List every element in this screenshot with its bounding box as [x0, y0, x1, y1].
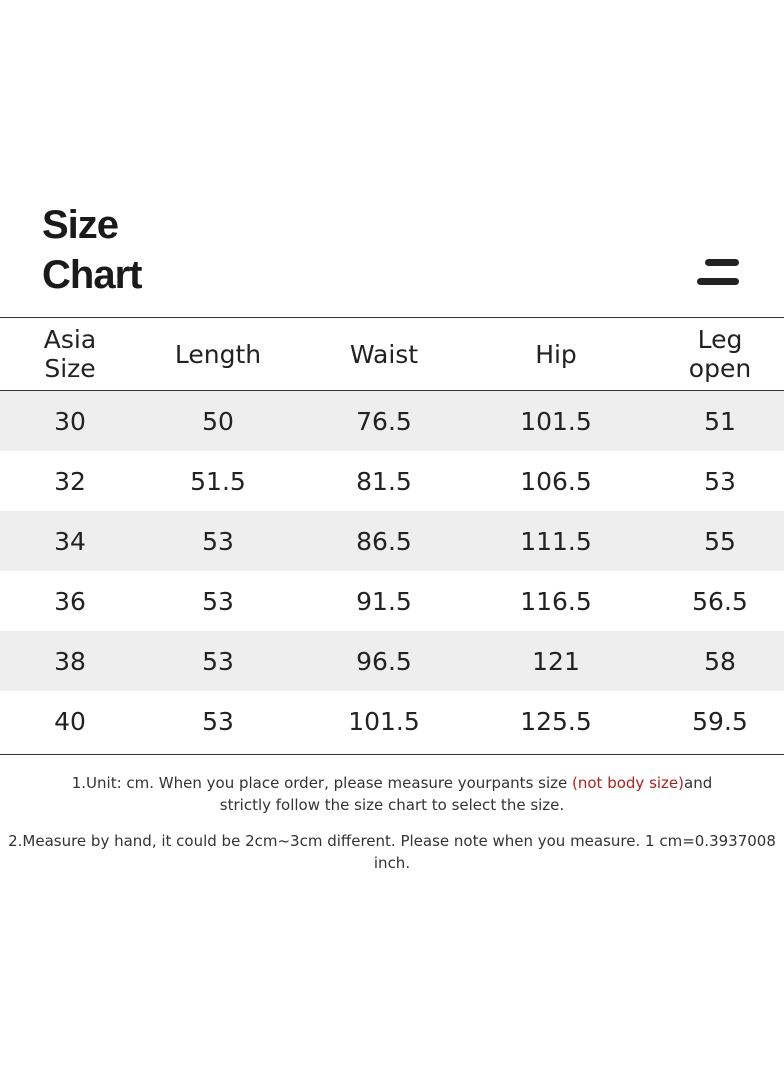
cell-waist: 81.5 — [356, 466, 412, 496]
cell-hip: 111.5 — [520, 526, 592, 556]
cell-length: 50 — [202, 406, 234, 436]
header-waist: Waist — [349, 339, 419, 369]
cell-size: 32 — [54, 466, 86, 496]
table-body: 30 50 76.5 101.5 51 32 51.5 81.5 106.5 5… — [0, 391, 784, 751]
note-1: 1.Unit: cm. When you place order, please… — [71, 774, 713, 814]
cell-leg-open: 56.5 — [692, 586, 748, 616]
cell-hip: 121 — [532, 646, 580, 676]
cell-waist: 101.5 — [348, 706, 420, 736]
table-row: 32 51.5 81.5 106.5 53 — [0, 451, 784, 511]
title-line-2: Chart — [42, 253, 142, 297]
header-length: Length — [174, 339, 262, 369]
cell-leg-open: 53 — [704, 466, 736, 496]
cell-length: 51.5 — [190, 466, 246, 496]
cell-size: 36 — [54, 586, 86, 616]
cell-length: 53 — [202, 586, 234, 616]
note-highlight: (not body size) — [572, 774, 685, 792]
cell-hip: 101.5 — [520, 406, 592, 436]
cell-hip: 125.5 — [520, 706, 592, 736]
table-top-rule — [0, 317, 784, 318]
table-bottom-rule — [0, 754, 784, 755]
cell-length: 53 — [202, 526, 234, 556]
cell-length: 53 — [202, 646, 234, 676]
cell-hip: 116.5 — [520, 586, 592, 616]
header-leg-open: Leg open — [688, 325, 752, 383]
cell-leg-open: 51 — [704, 406, 736, 436]
page-title: Size Chart — [42, 200, 142, 300]
table-row: 40 53 101.5 125.5 59.5 — [0, 691, 784, 751]
cell-length: 53 — [202, 706, 234, 736]
table-row: 36 53 91.5 116.5 56.5 — [0, 571, 784, 631]
cell-leg-open: 59.5 — [692, 706, 748, 736]
header-bottom-rule — [0, 390, 784, 391]
cell-waist: 91.5 — [356, 586, 412, 616]
cell-waist: 86.5 — [356, 526, 412, 556]
notes: 1.Unit: cm. When you place order, please… — [0, 772, 784, 874]
cell-waist: 76.5 — [356, 406, 412, 436]
header-hip: Hip — [535, 339, 577, 369]
table-header: Asia Size Length Waist Hip Leg open — [0, 318, 784, 390]
cell-leg-open: 55 — [704, 526, 736, 556]
table-row: 34 53 86.5 111.5 55 — [0, 511, 784, 571]
cell-size: 40 — [54, 706, 86, 736]
table-row: 38 53 96.5 121 58 — [0, 631, 784, 691]
header-asia-size: Asia Size — [43, 325, 97, 383]
cell-leg-open: 58 — [704, 646, 736, 676]
title-line-1: Size — [42, 203, 119, 247]
cell-size: 30 — [54, 406, 86, 436]
note-2: 2.Measure by hand, it could be 2cm~3cm d… — [8, 832, 776, 872]
table-row: 30 50 76.5 101.5 51 — [0, 391, 784, 451]
note-1-line-2: strictly follow the size chart to select… — [219, 796, 565, 814]
cell-waist: 96.5 — [356, 646, 412, 676]
cell-hip: 106.5 — [520, 466, 592, 496]
cell-size: 38 — [54, 646, 86, 676]
two-bar-logo-icon — [697, 259, 739, 287]
cell-size: 34 — [54, 526, 86, 556]
